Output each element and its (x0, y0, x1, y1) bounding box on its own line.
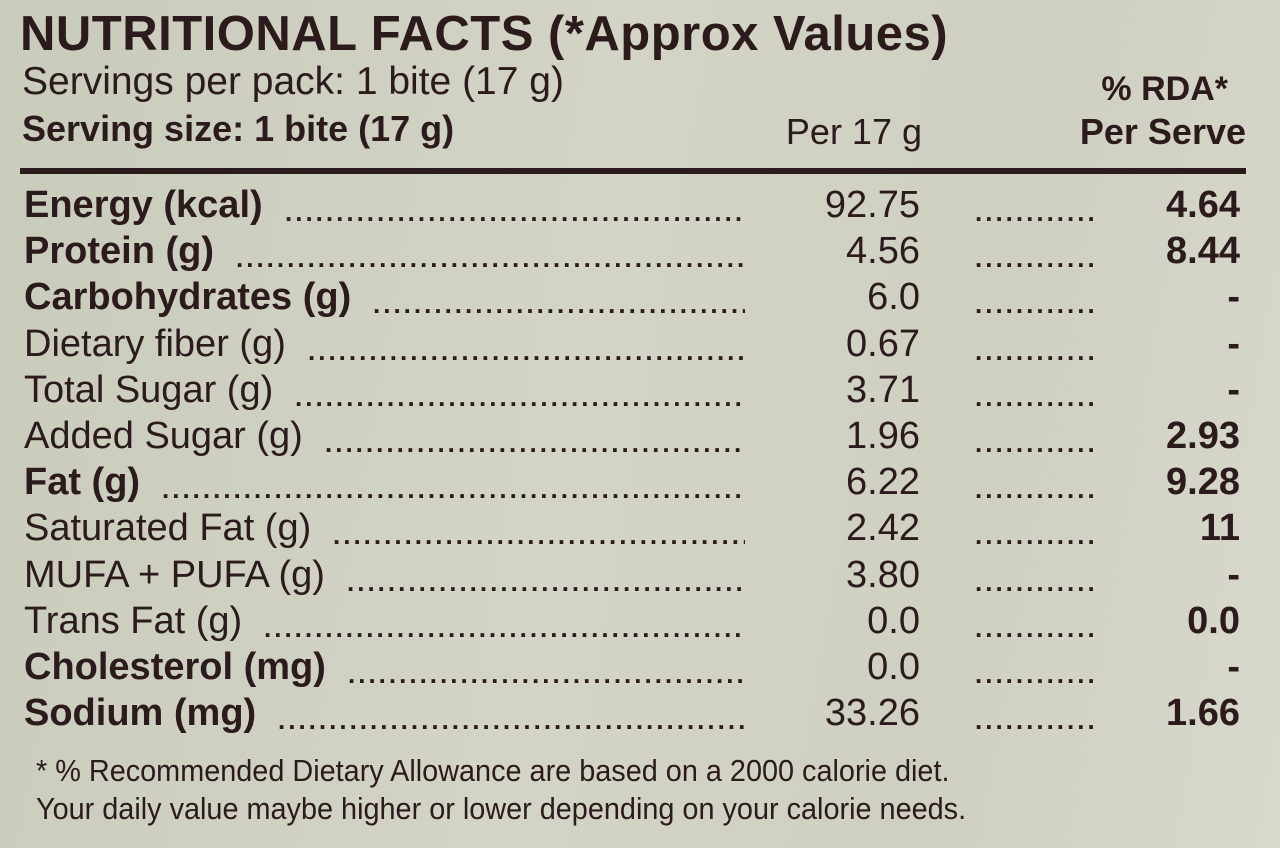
leader-dots: ........................................… (975, 612, 1097, 643)
leader-dots: ........................................… (333, 520, 745, 551)
nutrient-name: Carbohydrates (g) (24, 276, 352, 319)
nutrient-name: Trans Fat (g) (24, 599, 243, 642)
nutrient-name: Saturated Fat (g) (24, 507, 312, 550)
nutrient-row: ........................................… (0, 554, 1280, 600)
nutrient-name: MUFA + PUFA (g) (24, 553, 325, 596)
leader-dots: ........................................… (975, 520, 1097, 551)
nutrient-row: ........................................… (0, 323, 1280, 369)
per-17g-value: 1.96 (846, 414, 920, 457)
leader-dots: ........................................… (975, 705, 1097, 736)
leader-dots: ........................................… (975, 427, 1097, 458)
rda-value: 11 (1199, 507, 1240, 550)
per-17g-value: 0.0 (867, 599, 920, 642)
nutrient-name: Sodium (mg) (24, 692, 257, 735)
leader-dots: ........................................… (975, 289, 1097, 320)
serving-size: Serving size: 1 bite (17 g) (22, 108, 455, 149)
nutrient-row: ........................................… (0, 507, 1280, 553)
rda-value: - (1227, 276, 1240, 319)
leader-dots: ........................................… (162, 474, 745, 505)
leader-dots: ........................................… (373, 289, 745, 320)
rda-value: - (1227, 645, 1240, 688)
nutrient-name: Added Sugar (g) (24, 414, 303, 457)
nutrient-row: ........................................… (0, 461, 1280, 507)
footnote-line-1: * % Recommended Dietary Allowance are ba… (36, 753, 950, 788)
rda-value: 1.66 (1166, 692, 1240, 735)
nutrient-name: Dietary fiber (g) (24, 322, 286, 365)
per-17g-value: 0.67 (846, 322, 920, 365)
footnote: * % Recommended Dietary Allowance are ba… (36, 752, 966, 828)
leader-dots: ........................................… (975, 474, 1097, 505)
per-17g-value: 33.26 (824, 692, 920, 735)
rda-value: - (1227, 322, 1240, 365)
nutrient-row: ........................................… (0, 276, 1280, 322)
per-17g-value: 6.22 (846, 461, 920, 504)
per-17g-value: 3.71 (846, 368, 920, 411)
nutrient-row: ........................................… (0, 646, 1280, 692)
per-17g-value: 0.0 (867, 645, 920, 688)
leader-dots: ........................................… (285, 197, 745, 227)
rda-header: % RDA* (1101, 70, 1228, 108)
nutrient-row: ........................................… (0, 692, 1280, 738)
leader-dots: ........................................… (236, 243, 745, 274)
nutrient-row: ........................................… (0, 184, 1280, 230)
leader-dots: ........................................… (975, 381, 1097, 412)
leader-dots: ........................................… (347, 566, 745, 597)
rda-value: 4.64 (1166, 184, 1240, 226)
leader-dots: ........................................… (975, 566, 1097, 597)
leader-dots: ........................................… (264, 612, 745, 643)
per-17g-value: 6.0 (867, 276, 920, 319)
per-17g-value: 92.75 (824, 184, 920, 226)
nutrient-row: ........................................… (0, 230, 1280, 276)
servings-per-pack: Servings per pack: 1 bite (17 g) (22, 60, 564, 103)
leader-dots: ........................................… (348, 658, 745, 689)
rda-value: 2.93 (1166, 414, 1240, 457)
nutrient-name: Total Sugar (g) (24, 368, 274, 411)
rda-value: - (1227, 368, 1240, 411)
nutrient-row: ........................................… (0, 415, 1280, 461)
per-17g-value: 3.80 (846, 553, 920, 596)
nutrient-name: Cholesterol (mg) (24, 645, 326, 688)
nutrient-row: ........................................… (0, 369, 1280, 415)
leader-dots: ........................................… (975, 335, 1097, 366)
per-17g-value: 2.42 (846, 507, 920, 550)
footnote-line-2: Your daily value maybe higher or lower d… (36, 791, 967, 826)
leader-dots: ........................................… (975, 243, 1097, 274)
header-divider (20, 168, 1246, 174)
per-17g-value: 4.56 (846, 230, 920, 273)
nutrient-table: ........................................… (0, 184, 1280, 738)
label-title: NUTRITIONAL FACTS (*Approx Values) (20, 7, 949, 61)
nutrient-name: Energy (kcal) (24, 184, 263, 226)
leader-dots: ........................................… (975, 197, 1097, 227)
nutrient-row: ........................................… (0, 600, 1280, 646)
rda-value: - (1227, 553, 1240, 596)
nutrient-name: Fat (g) (24, 461, 141, 504)
leader-dots: ........................................… (325, 427, 745, 458)
leader-dots: ........................................… (295, 381, 745, 412)
rda-value: 0.0 (1187, 599, 1240, 642)
per-17g-header: Per 17 g (785, 111, 922, 152)
nutrient-name: Protein (g) (24, 230, 214, 273)
rda-value: 8.44 (1166, 230, 1240, 273)
per-serve-header: Per Serve (1079, 111, 1246, 152)
rda-value: 9.28 (1166, 461, 1240, 504)
leader-dots: ........................................… (308, 335, 745, 366)
leader-dots: ........................................… (278, 705, 745, 736)
leader-dots: ........................................… (975, 658, 1097, 689)
